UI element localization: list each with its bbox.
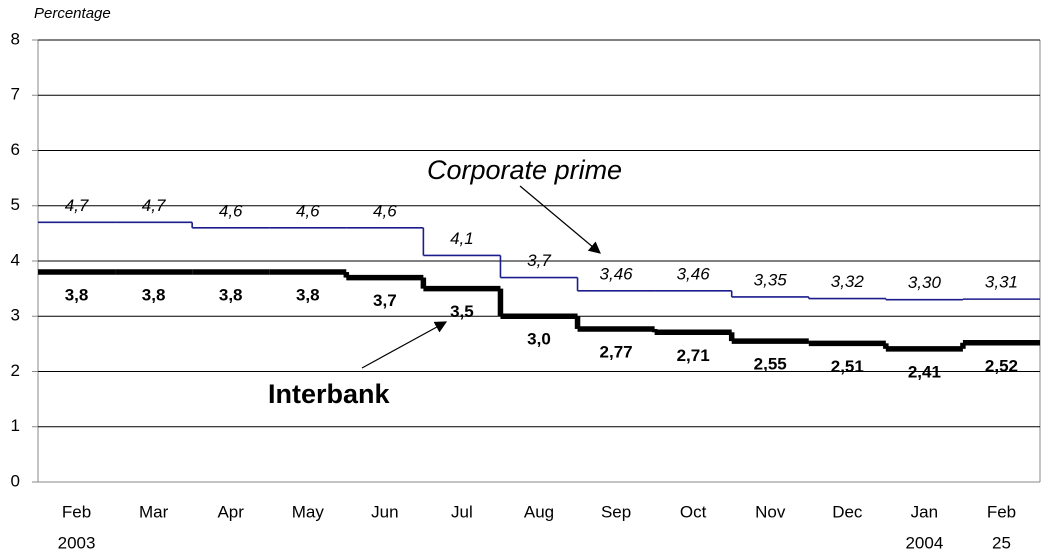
data-label: 2,55 [754, 355, 787, 374]
x-tick-label: Dec [832, 502, 863, 521]
data-label: 4,6 [219, 201, 243, 220]
x-tick-sublabel: 2004 [905, 533, 943, 552]
x-tick-label: Nov [755, 502, 786, 521]
data-label: 3,46 [677, 264, 711, 283]
x-tick-label: Sep [601, 502, 631, 521]
x-tick-label: Jan [911, 502, 938, 521]
y-tick-label: 8 [11, 29, 20, 48]
data-label: 4,1 [450, 229, 474, 248]
data-label: 3,30 [908, 273, 942, 292]
data-label: 2,41 [908, 362, 941, 381]
data-label: 3,8 [219, 286, 243, 305]
data-label: 4,6 [296, 201, 320, 220]
y-tick-label: 4 [11, 250, 20, 269]
x-tick-label: Jun [371, 502, 398, 521]
annotation-arrow [519, 185, 601, 254]
x-tick-label: Oct [680, 502, 707, 521]
data-label: 3,7 [527, 251, 551, 270]
y-axis-label: Percentage [34, 5, 111, 22]
data-label: 4,6 [373, 201, 397, 220]
x-tick-sublabel: 25 [992, 533, 1011, 552]
y-tick-label: 1 [11, 416, 20, 435]
y-tick-label: 3 [11, 306, 20, 325]
x-tick-label: Apr [217, 502, 244, 521]
annotation: Interbank [268, 379, 391, 409]
x-tick-label: Jul [451, 502, 473, 521]
y-tick-label: 7 [11, 85, 20, 104]
data-label: 3,35 [754, 270, 788, 289]
data-label: 3,8 [296, 286, 320, 305]
data-label: 2,52 [985, 356, 1018, 375]
data-label: 3,8 [142, 286, 166, 305]
data-label: 3,0 [527, 330, 551, 349]
annotation-arrow [361, 321, 448, 369]
data-label: 4,7 [142, 196, 166, 215]
x-tick-label: Mar [139, 502, 169, 521]
data-label: 2,77 [600, 342, 633, 361]
x-tick-label: Aug [524, 502, 554, 521]
data-label: 3,5 [450, 302, 474, 321]
data-label: 3,46 [600, 264, 634, 283]
data-label: 3,31 [985, 273, 1018, 292]
x-tick-label: Feb [62, 502, 91, 521]
data-label: 3,8 [65, 286, 89, 305]
y-tick-label: 2 [11, 361, 20, 380]
y-tick-label: 6 [11, 140, 20, 159]
data-label: 3,32 [831, 272, 865, 291]
data-label: 4,7 [65, 196, 89, 215]
y-tick-label: 0 [11, 471, 20, 490]
data-label: 2,71 [677, 346, 710, 365]
data-label: 2,51 [831, 357, 864, 376]
y-tick-label: 5 [11, 195, 20, 214]
data-label: 3,7 [373, 291, 397, 310]
x-tick-sublabel: 2003 [58, 533, 96, 552]
annotation: Corporate prime [427, 155, 622, 185]
x-tick-label: Feb [987, 502, 1016, 521]
x-tick-label: May [292, 502, 325, 521]
